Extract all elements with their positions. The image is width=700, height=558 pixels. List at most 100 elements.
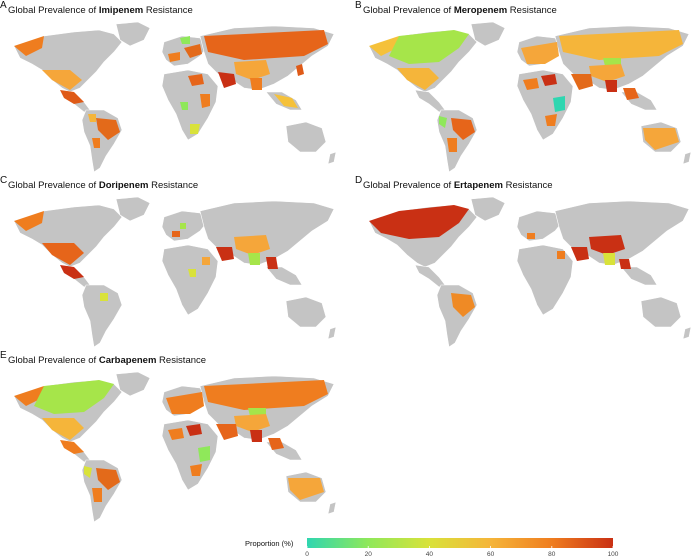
region-alaska <box>369 36 399 56</box>
region-india <box>603 253 615 265</box>
panel-letter: A <box>0 0 7 11</box>
region-brazil <box>96 468 120 490</box>
region-canada <box>34 380 114 414</box>
region-australia <box>288 478 324 500</box>
world-map-ertapenem <box>368 196 692 348</box>
panel-doripenem: C Global Prevalence of Doripenem Resista… <box>0 175 345 350</box>
region-alaska <box>14 386 44 406</box>
region-middle-east <box>571 247 589 261</box>
region-usa <box>42 243 84 265</box>
region-china <box>234 235 270 255</box>
region-east-africa <box>200 94 210 108</box>
region-europe <box>521 42 559 64</box>
region-japan <box>296 64 304 76</box>
legend-tick-label: 20 <box>365 551 373 558</box>
region-central-africa <box>180 102 188 110</box>
region-argentina <box>447 138 457 152</box>
region-arabia <box>202 257 210 265</box>
drug-name: Ertapenem <box>453 180 503 191</box>
panel-letter: C <box>0 175 8 186</box>
region-usa <box>42 70 82 90</box>
region-central-africa <box>188 269 196 277</box>
region-usa <box>397 68 439 90</box>
panel-ertapenem: D Global Prevalence of Ertapenem Resista… <box>355 175 700 350</box>
legend-tick-label: 60 <box>487 551 495 558</box>
panel-title: Global Prevalence of Imipenem Resistance <box>8 5 193 16</box>
legend-colorbar: 0 20 40 60 80 100 <box>305 538 619 558</box>
region-colombia <box>88 114 96 122</box>
panel-title: Global Prevalence of Ertapenem Resistanc… <box>363 180 553 191</box>
region-north-africa <box>168 428 184 440</box>
world-map-imipenem <box>13 21 337 173</box>
region-egypt <box>541 74 557 86</box>
drug-name: Meropenem <box>453 5 508 16</box>
region-canada <box>369 205 469 239</box>
region-middle-east <box>216 247 234 261</box>
region-india <box>250 78 262 90</box>
region-indonesia <box>274 94 298 108</box>
region-canada <box>389 30 469 64</box>
legend-tick-label: 100 <box>608 551 619 558</box>
panel-letter: B <box>355 0 362 11</box>
region-peru <box>439 116 447 128</box>
region-alaska <box>14 211 44 231</box>
region-australia <box>643 128 679 150</box>
world-map-doripenem <box>13 196 337 348</box>
region-europe-west <box>168 52 180 62</box>
region-peru <box>84 466 92 478</box>
drug-name: Carbapenem <box>98 355 157 366</box>
region-europe <box>166 392 204 414</box>
legend-tick-label: 0 <box>305 551 309 558</box>
panel-carbapenem: E Global Prevalence of Carbapenem Resist… <box>0 350 345 525</box>
region-russia <box>204 380 328 410</box>
panel-title: Global Prevalence of Meropenem Resistanc… <box>363 5 557 16</box>
region-india <box>248 253 260 265</box>
panel-letter: D <box>355 175 363 186</box>
panel-imipenem: A Global Prevalence of Imipenem Resistan… <box>0 0 345 175</box>
legend: Proportion (%) 0 20 40 60 80 100 <box>245 537 645 558</box>
legend-tick-label: 80 <box>548 551 556 558</box>
legend-title: Proportion (%) <box>245 539 294 548</box>
region-kazakhstan <box>248 408 266 416</box>
region-alaska <box>14 36 44 56</box>
region-middle-east <box>218 72 236 88</box>
region-se-asia <box>266 257 278 269</box>
region-brazil <box>451 293 475 317</box>
region-china <box>234 60 270 80</box>
region-se-asia <box>623 88 639 100</box>
region-southern-africa <box>190 464 202 476</box>
world-map-carbapenem <box>13 371 337 523</box>
region-russia <box>204 30 328 60</box>
region-middle-east <box>216 424 238 440</box>
region-russia <box>559 30 683 60</box>
region-se-asia <box>268 438 284 450</box>
region-mexico <box>60 265 84 279</box>
region-europe-west <box>527 233 535 239</box>
region-brazil <box>451 118 475 140</box>
region-china <box>589 235 625 255</box>
region-europe-east <box>184 44 202 58</box>
region-europe-west <box>172 231 180 237</box>
region-usa <box>42 418 84 440</box>
panel-title: Global Prevalence of Carbapenem Resistan… <box>8 355 207 366</box>
region-middle-east <box>571 74 593 90</box>
panel-title: Global Prevalence of Doripenem Resistanc… <box>8 180 199 191</box>
panel-meropenem: B Global Prevalence of Meropenem Resista… <box>355 0 700 175</box>
region-china <box>234 414 270 432</box>
region-southern-africa <box>545 114 557 126</box>
region-mexico <box>60 440 84 454</box>
region-india <box>250 430 262 442</box>
legend-gradient-bar <box>307 538 613 548</box>
legend-tick-label: 40 <box>426 551 434 558</box>
region-mexico <box>60 90 84 104</box>
region-egypt <box>188 74 204 86</box>
region-se-asia <box>619 259 631 269</box>
region-india <box>605 80 617 92</box>
region-egypt <box>186 424 202 436</box>
drug-name: Imipenem <box>98 5 144 16</box>
drug-name: Doripenem <box>98 180 149 191</box>
region-east-africa <box>198 446 210 462</box>
region-east-africa <box>553 96 565 112</box>
region-south-africa <box>190 124 200 134</box>
region-brazil <box>96 118 120 140</box>
